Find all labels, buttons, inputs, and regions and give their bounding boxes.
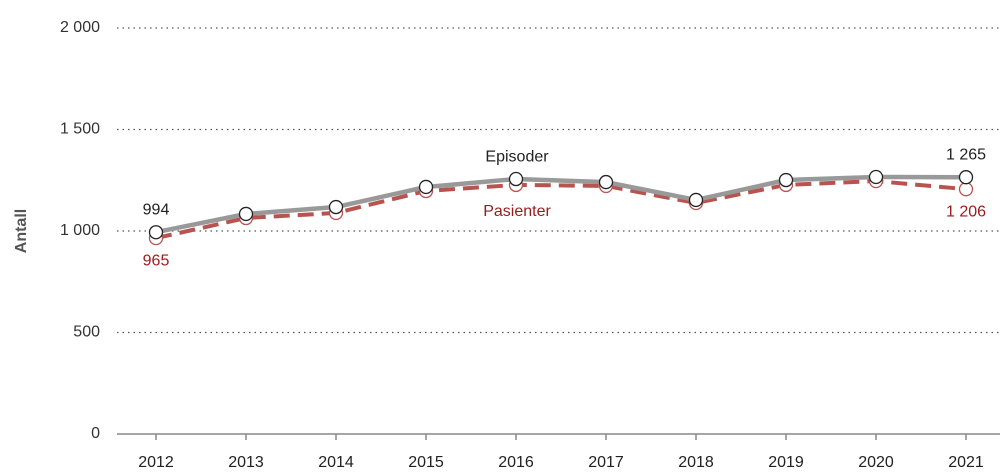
x-tick-label: 2016 bbox=[498, 454, 534, 471]
point bbox=[508, 171, 524, 187]
x-tick-label: 2017 bbox=[588, 454, 624, 471]
point bbox=[598, 174, 614, 190]
data-label: 1 206 bbox=[946, 203, 986, 220]
x-tick-label: 2013 bbox=[228, 454, 264, 471]
x-tick-label: 2014 bbox=[318, 454, 354, 471]
data-label: 1 265 bbox=[946, 146, 986, 163]
point bbox=[688, 192, 704, 208]
y-tick-label: 500 bbox=[73, 324, 100, 341]
series-name: Episoder bbox=[485, 148, 549, 165]
y-tick-label: 1 500 bbox=[60, 121, 100, 138]
y-tick-label: 0 bbox=[91, 425, 100, 442]
x-tick-label: 2015 bbox=[408, 454, 444, 471]
point bbox=[418, 179, 434, 195]
point bbox=[778, 172, 794, 188]
point bbox=[238, 206, 254, 222]
point bbox=[958, 170, 974, 185]
point bbox=[328, 199, 344, 215]
x-tick-label: 2012 bbox=[138, 454, 174, 471]
y-tick-label: 2 000 bbox=[60, 19, 100, 36]
point bbox=[148, 225, 164, 240]
series-name: Pasienter bbox=[483, 203, 551, 220]
data-label: 994 bbox=[143, 201, 170, 218]
y-axis-label: Antall bbox=[13, 209, 30, 253]
series-line bbox=[155, 174, 967, 235]
x-tick-label: 2020 bbox=[858, 454, 894, 471]
x-tick-label: 2021 bbox=[948, 454, 984, 471]
point bbox=[868, 169, 884, 185]
point bbox=[958, 182, 974, 197]
series-line bbox=[155, 179, 967, 241]
y-tick-label: 1 000 bbox=[60, 222, 100, 239]
x-tick-label: 2018 bbox=[678, 454, 714, 471]
x-tick-label: 2019 bbox=[768, 454, 804, 471]
data-label: 965 bbox=[143, 252, 170, 269]
